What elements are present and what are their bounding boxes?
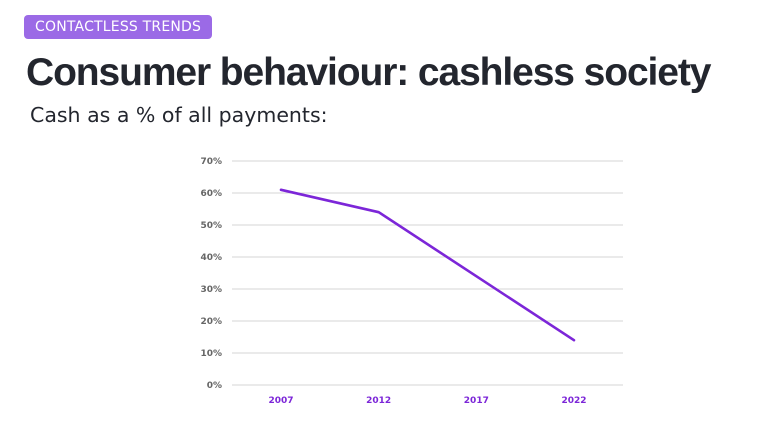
y-tick-label: 30% [200,285,222,295]
x-tick-label: 2022 [561,396,586,406]
section-badge: CONTACTLESS TRENDS [24,15,213,39]
chart-series [279,188,576,342]
y-tick-label: 40% [200,253,222,263]
y-tick-label: 60% [200,189,222,199]
x-tick-label: 2007 [268,396,293,406]
y-tick-label: 10% [200,349,222,359]
x-tick-label: 2012 [366,396,391,406]
y-tick-label: 70% [200,157,222,167]
y-tick-label: 50% [200,221,222,231]
y-tick-label: 0% [207,381,222,391]
chart-caption: Cash as a % of all payments: [30,103,328,127]
y-tick-label: 20% [200,317,222,327]
x-axis-tick-labels: 2007 2012 2017 2022 [268,396,586,406]
series-line [279,188,576,342]
page-title: Consumer behaviour: cashless society [26,51,711,94]
chart-gridlines [232,160,623,386]
y-axis-tick-labels: 0% 10% 20% 30% 40% 50% 60% 70% [200,157,222,391]
x-tick-label: 2017 [464,396,489,406]
